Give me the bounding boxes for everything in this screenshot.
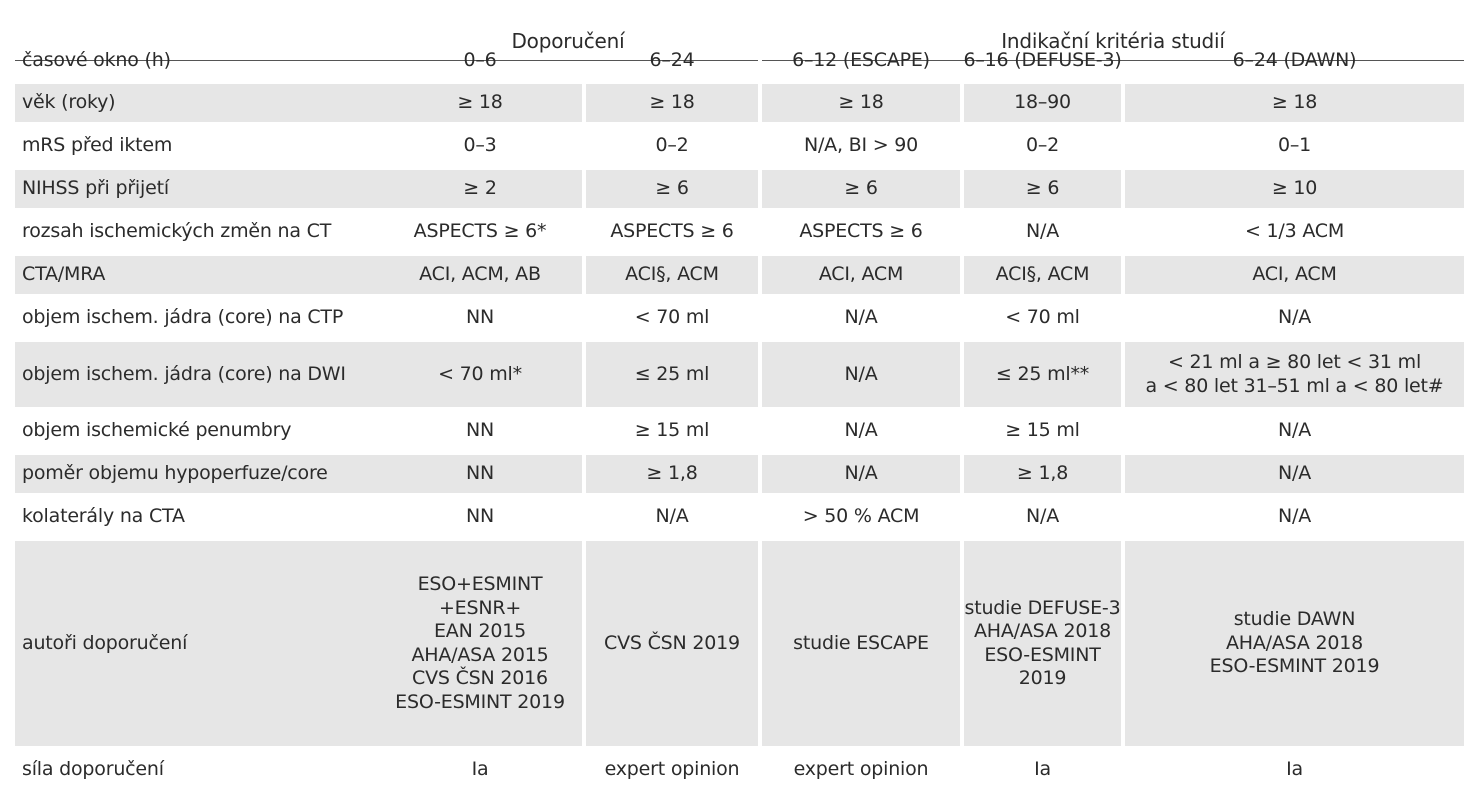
table-row-ct-ischemic-extent: rozsah ischemických změn na CT ASPECTS ≥ … — [15, 213, 1464, 251]
cell-dawn-criteria: N/A — [1277, 505, 1311, 528]
cell-defuse3-criteria: ≥ 15 ml — [1005, 419, 1080, 442]
cell-recommendation-6-24h: ACI§, ACM — [586, 256, 758, 294]
cell-dawn-criteria: Ia — [1286, 758, 1303, 781]
cell-defuse3-criteria: < 70 ml — [1005, 306, 1080, 329]
header-group-study-criteria: Indikační kritéria studií — [1001, 29, 1225, 54]
cell-defuse3-criteria: 0–2 — [1025, 134, 1060, 157]
cell-recommendation-6-24h: ≥ 18 — [586, 84, 758, 122]
row-label: objem ischemické penumbry — [22, 419, 292, 442]
cell-recommendation-0-6h: NN — [465, 419, 495, 442]
cell-defuse3-criteria: ≤ 25 ml** — [964, 342, 1121, 407]
row-label: časové okno (h) — [22, 49, 171, 72]
cell-escape-criteria: N/A — [844, 306, 878, 329]
cell-recommendation-6-24h: 6–24 — [649, 49, 695, 72]
table-row-cta-mra: CTA/MRA ACI, ACM, AB ACI§, ACM ACI, ACM ACI§… — [15, 256, 1464, 294]
cell-escape-criteria: ≥ 6 — [762, 170, 960, 208]
cell-defuse3-criteria: N/A — [1025, 505, 1059, 528]
cell-dawn-criteria: ≥ 18 — [1125, 84, 1464, 122]
cell-recommendation-0-6h: NN — [378, 455, 582, 493]
row-label: autoři doporučení — [15, 541, 385, 746]
table-row-age: věk (roky) ≥ 18 ≥ 18 ≥ 18 18–90 ≥ 18 — [15, 84, 1464, 122]
cell-escape-criteria: N/A — [844, 419, 878, 442]
cell-recommendation-6-24h: ≥ 1,8 — [586, 455, 758, 493]
cell-recommendation-0-6h: NN — [465, 505, 495, 528]
cell-dawn-criteria: N/A — [1277, 306, 1311, 329]
cell-recommendation-6-24h: ≥ 6 — [586, 170, 758, 208]
table-row-collaterals-cta: kolaterály na CTA NN N/A > 50 % ACM N/A N/A — [15, 498, 1464, 536]
cell-escape-criteria: expert opinion — [793, 758, 929, 781]
cell-dawn-criteria: ACI, ACM — [1125, 256, 1464, 294]
cell-recommendation-6-24h: < 70 ml — [634, 306, 710, 329]
cell-defuse3-criteria: ≥ 6 — [964, 170, 1121, 208]
cell-dawn-criteria: 6–24 (DAWN) — [1232, 49, 1357, 72]
row-label: objem ischem. jádra (core) na CTP — [22, 306, 344, 329]
cell-escape-criteria: ASPECTS ≥ 6 — [799, 220, 923, 243]
cell-escape-criteria: N/A — [762, 342, 960, 407]
cell-recommendation-0-6h: ≥ 18 — [378, 84, 582, 122]
cell-recommendation-0-6h: < 70 ml* — [378, 342, 582, 407]
cell-defuse3-criteria: N/A — [1025, 220, 1059, 243]
cell-defuse3-criteria: Ia — [1034, 758, 1051, 781]
row-label: věk (roky) — [15, 84, 385, 122]
cell-escape-criteria: N/A, BI > 90 — [803, 134, 919, 157]
table-row-nihss-admission: NIHSS při přijetí ≥ 2 ≥ 6 ≥ 6 ≥ 6 ≥ 10 — [15, 170, 1464, 208]
table-row-hypoperfusion-core-ratio: poměr objemu hypoperfuze/core NN ≥ 1,8 N/A ≥… — [15, 455, 1464, 493]
cell-escape-criteria: ≥ 18 — [762, 84, 960, 122]
cell-defuse3-criteria: 6–16 (DEFUSE-3) — [963, 49, 1122, 72]
table-row-mrs-before-stroke: mRS před iktem 0–3 0–2 N/A, BI > 90 0–2 0–1 — [15, 127, 1464, 165]
cell-escape-criteria: > 50 % ACM — [802, 505, 920, 528]
cell-escape-criteria: studie ESCAPE — [762, 541, 960, 746]
row-label: rozsah ischemických změn na CT — [22, 220, 332, 243]
cell-dawn-criteria: < 1/3 ACM — [1244, 220, 1345, 243]
table-row-penumbra-volume: objem ischemické penumbry NN ≥ 15 ml N/A ≥ 1… — [15, 412, 1464, 450]
row-label: NIHSS při přijetí — [15, 170, 385, 208]
table-header-row: Doporučení Indikační kritéria studií — [15, 24, 1464, 60]
row-label: síla doporučení — [22, 758, 164, 781]
row-label: mRS před iktem — [22, 134, 173, 157]
table-row-recommendation-authors: autoři doporučení ESO+ESMINT +ESNR+ EAN 201… — [15, 541, 1464, 746]
cell-dawn-criteria: ≥ 10 — [1125, 170, 1464, 208]
cell-dawn-criteria: N/A — [1125, 455, 1464, 493]
cell-recommendation-6-24h: ≥ 15 ml — [634, 419, 710, 442]
cell-defuse3-criteria: 18–90 — [964, 84, 1121, 122]
cell-recommendation-0-6h: ASPECTS ≥ 6* — [413, 220, 547, 243]
cell-dawn-criteria: N/A — [1277, 419, 1311, 442]
cell-recommendation-6-24h: ≤ 25 ml — [586, 342, 758, 407]
cell-defuse3-criteria: studie DEFUSE-3 AHA/ASA 2018 ESO-ESMINT 20… — [964, 541, 1121, 746]
cell-recommendation-6-24h: expert opinion — [604, 758, 740, 781]
cell-dawn-criteria: < 21 ml a ≥ 80 let < 31 ml a < 80 let 31–… — [1125, 342, 1464, 407]
row-label: objem ischem. jádra (core) na DWI — [15, 342, 385, 407]
header-group-recommendations: Doporučení — [511, 29, 625, 54]
cell-recommendation-0-6h: 0–6 — [463, 49, 497, 72]
table-row-core-volume-dwi: objem ischem. jádra (core) na DWI < 70 ml… — [15, 342, 1464, 407]
cell-recommendation-0-6h: NN — [465, 306, 495, 329]
table-row-core-volume-ctp: objem ischem. jádra (core) na CTP NN < 70 … — [15, 299, 1464, 337]
cell-defuse3-criteria: ≥ 1,8 — [964, 455, 1121, 493]
cell-dawn-criteria: studie DAWN AHA/ASA 2018 ESO-ESMINT 2019 — [1125, 541, 1464, 746]
row-label: kolaterály na CTA — [22, 505, 185, 528]
cell-dawn-criteria: 0–1 — [1277, 134, 1312, 157]
row-label: poměr objemu hypoperfuze/core — [15, 455, 385, 493]
cell-escape-criteria: 6–12 (ESCAPE) — [792, 49, 930, 72]
cell-recommendation-0-6h: ESO+ESMINT +ESNR+ EAN 2015 AHA/ASA 2015 CVS … — [378, 541, 582, 746]
cell-recommendation-0-6h: 0–3 — [463, 134, 497, 157]
cell-recommendation-6-24h: ASPECTS ≥ 6 — [610, 220, 734, 243]
cell-recommendation-0-6h: ACI, ACM, AB — [378, 256, 582, 294]
cell-escape-criteria: N/A — [762, 455, 960, 493]
cell-recommendation-6-24h: N/A — [655, 505, 689, 528]
header-rule-right — [762, 60, 1464, 61]
cell-defuse3-criteria: ACI§, ACM — [964, 256, 1121, 294]
cell-recommendation-0-6h: ≥ 2 — [378, 170, 582, 208]
cell-escape-criteria: ACI, ACM — [762, 256, 960, 294]
cell-recommendation-6-24h: CVS ČSN 2019 — [586, 541, 758, 746]
header-rule-left — [15, 60, 758, 61]
table-row-recommendation-strength: síla doporučení Ia expert opinion expert op… — [15, 751, 1464, 789]
table-row-time-window: časové okno (h) 0–6 6–24 6–12 (ESCAPE) 6–16 … — [15, 42, 1464, 80]
cell-recommendation-6-24h: 0–2 — [655, 134, 689, 157]
cell-recommendation-0-6h: Ia — [471, 758, 489, 781]
row-label: CTA/MRA — [15, 256, 385, 294]
